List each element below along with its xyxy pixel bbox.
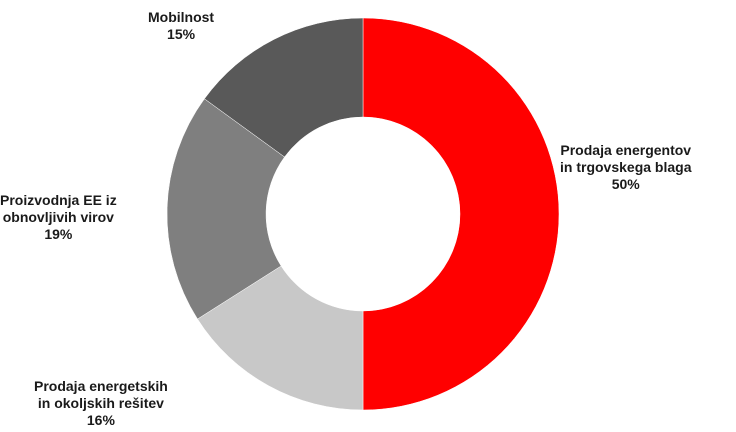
slice-label-proizvodnja-ee: Proizvodnja EE iz obnovljivih virov 19% [0,192,117,243]
slice-label-prodaja-energetskih: Prodaja energetskih in okoljskih rešitev… [34,378,168,429]
donut-slice-0 [362,17,560,411]
slice-label-line: in okoljskih rešitev [37,395,164,411]
slice-label-line: Proizvodnja EE iz [0,192,117,208]
slice-label-line: Prodaja energentov [560,142,692,158]
donut-slice-2 [166,98,285,320]
slice-percent: 16% [86,412,115,428]
slice-percent: 50% [611,176,640,192]
slice-label-prodaja-energentov: Prodaja energentov in trgovskega blaga 5… [560,142,691,193]
slice-label-line: Prodaja energetskih [34,378,168,394]
slice-label-line: obnovljivih virov [2,209,114,225]
slice-percent: 15% [167,26,196,42]
donut-slice-1 [197,265,364,411]
donut-slice-3 [204,17,364,158]
slice-label-line: in trgovskega blaga [560,159,692,175]
slice-percent: 19% [44,226,73,242]
slice-label-line: Mobilnost [148,9,215,25]
slice-label-mobilnost: Mobilnost 15% [148,9,214,43]
